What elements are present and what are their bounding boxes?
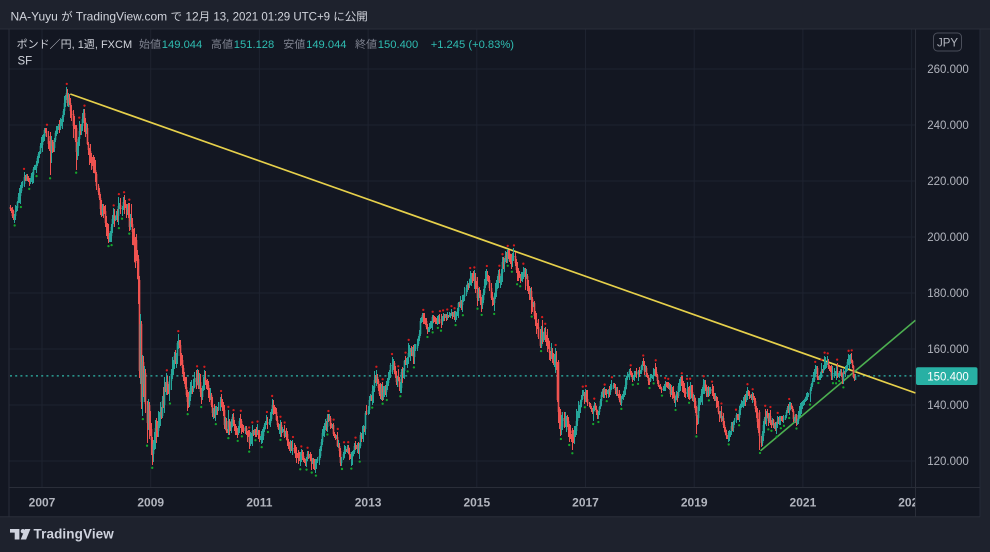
svg-text:2017: 2017 <box>572 496 599 510</box>
svg-text:, 1: , 1 <box>72 39 84 51</box>
svg-text:TradingView.com: TradingView.com <box>73 10 171 24</box>
svg-text:NA-Yuyu: NA-Yuyu <box>11 10 62 24</box>
svg-text:2013: 2013 <box>355 496 382 510</box>
svg-text:SF: SF <box>18 56 33 68</box>
svg-text:, FXCM: , FXCM <box>95 39 132 51</box>
svg-text:2021: 2021 <box>790 496 817 510</box>
svg-text:151.128: 151.128 <box>234 39 274 51</box>
svg-text:+1.245 (+0.83%): +1.245 (+0.83%) <box>431 39 515 51</box>
svg-text:200.000: 200.000 <box>927 232 969 244</box>
svg-text:240.000: 240.000 <box>927 120 969 132</box>
svg-text:149.044: 149.044 <box>306 39 346 51</box>
svg-text:2015: 2015 <box>463 496 490 510</box>
svg-text:JPY: JPY <box>937 38 958 50</box>
svg-text:260.000: 260.000 <box>927 64 969 76</box>
svg-text:150.400: 150.400 <box>378 39 418 51</box>
svg-text:2011: 2011 <box>246 496 272 510</box>
svg-text:149.044: 149.044 <box>162 39 202 51</box>
svg-text:180.000: 180.000 <box>927 288 969 300</box>
svg-text:TradingView: TradingView <box>34 527 115 542</box>
svg-text:2007: 2007 <box>29 496 56 510</box>
svg-text:220.000: 220.000 <box>927 176 969 188</box>
svg-text:2019: 2019 <box>681 496 708 510</box>
svg-text:150.400: 150.400 <box>927 372 969 384</box>
svg-text:2023: 2023 <box>898 496 925 510</box>
svg-text:140.000: 140.000 <box>927 400 969 412</box>
svg-text:2009: 2009 <box>137 496 164 510</box>
svg-text:12: 12 <box>182 10 199 24</box>
svg-text:160.000: 160.000 <box>927 344 969 356</box>
svg-text:120.000: 120.000 <box>927 456 969 468</box>
svg-text:13, 2021 01:29 UTC+9: 13, 2021 01:29 UTC+9 <box>210 12 333 24</box>
